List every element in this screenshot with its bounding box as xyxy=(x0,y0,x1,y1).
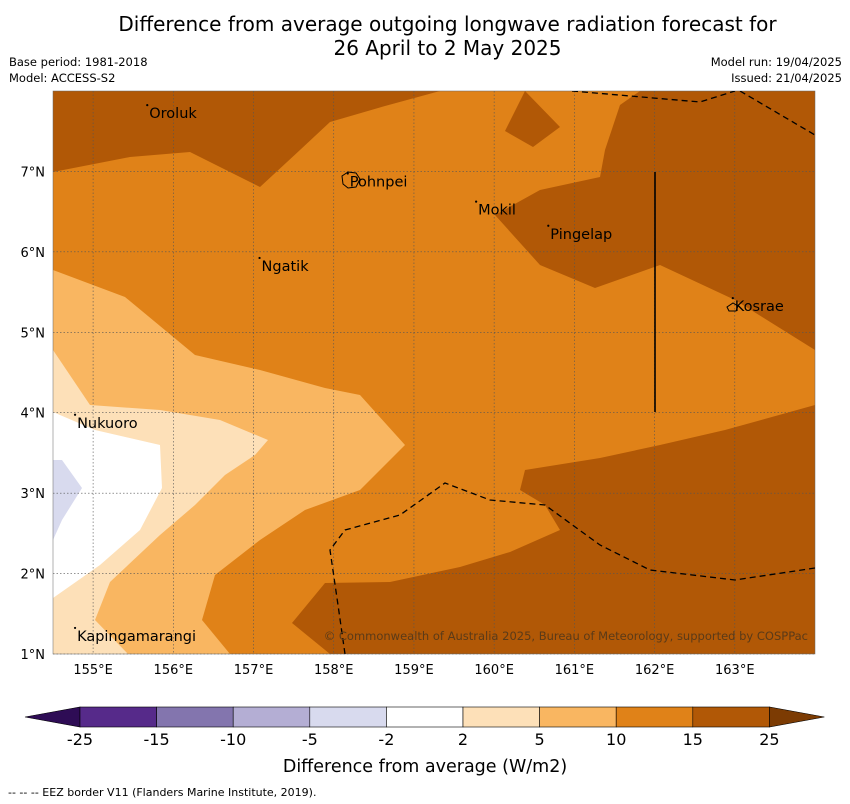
eez-border-north xyxy=(571,91,815,136)
x-tick-label: 159°E xyxy=(394,663,434,678)
colorbar-segment xyxy=(462,706,540,728)
place-marker xyxy=(547,224,550,227)
place-label: Nukuoro xyxy=(77,416,138,432)
colorbar-segment xyxy=(232,706,311,728)
base-period: Base period: 1981-2018 xyxy=(9,55,148,69)
place-marker xyxy=(731,297,734,300)
y-tick-label: 7°N xyxy=(21,165,46,180)
colorbar-tick-label: -25 xyxy=(67,730,93,749)
model-run: Model run: 19/04/2025 xyxy=(710,55,842,69)
colorbar-tick-label: 25 xyxy=(759,730,779,749)
place-marker xyxy=(258,256,261,260)
place-label: Pohnpei xyxy=(350,174,408,190)
x-tick-label: 158°E xyxy=(314,663,354,678)
colorbar-tick-label: -5 xyxy=(302,730,318,749)
colorbar-segment xyxy=(692,706,770,728)
place-marker xyxy=(73,626,77,630)
colorbar-tick-label: 5 xyxy=(535,730,545,749)
anomaly-fields xyxy=(53,91,815,654)
field-north-blob xyxy=(505,91,560,147)
field-negative xyxy=(53,460,82,540)
title-line-2: 26 April to 2 May 2025 xyxy=(333,36,562,60)
place-label: Kapingamarangi xyxy=(77,629,196,645)
field-west-2-5 xyxy=(53,350,268,654)
colorbar-segment xyxy=(539,706,617,728)
x-tick-label: 163°E xyxy=(715,663,755,678)
colorbar-tick-label: 10 xyxy=(606,730,626,749)
field-neutral xyxy=(53,412,162,598)
y-tick-label: 1°N xyxy=(21,648,46,663)
x-tick-label: 155°E xyxy=(73,663,113,678)
y-tick-label: 6°N xyxy=(21,246,46,261)
x-tick-label: 156°E xyxy=(154,663,194,678)
place-label: Mokil xyxy=(478,203,516,219)
colorbar-tick-label: -10 xyxy=(220,730,246,749)
place-label: Oroluk xyxy=(149,106,197,122)
colorbar-tick-label: 15 xyxy=(683,730,703,749)
place-marker xyxy=(73,413,77,416)
eez-border-south xyxy=(329,482,815,654)
colorbar-tick-label: -15 xyxy=(144,730,170,749)
place-marker xyxy=(475,200,478,203)
colorbar-segment xyxy=(386,706,464,728)
x-tick-label: 162°E xyxy=(635,663,675,678)
title-line-1: Difference from average outgoing longwav… xyxy=(118,12,777,36)
map-title: Difference from average outgoing longwav… xyxy=(0,12,850,60)
colorbar-segment xyxy=(309,706,387,728)
x-tick-label: 160°E xyxy=(474,663,514,678)
colorbar-segment xyxy=(79,706,157,728)
colorbar: -25 -15 -10 -5 -2 2 5 10 15 25 xyxy=(24,706,825,749)
eez-border xyxy=(329,91,815,654)
colorbar-extend-high xyxy=(769,706,825,728)
pohnpei-island-outline xyxy=(341,171,361,189)
copyright-notice: © Commonwealth of Australia 2025, Bureau… xyxy=(324,629,808,643)
x-tick-label: 161°E xyxy=(555,663,595,678)
issued-date: Issued: 21/04/2025 xyxy=(731,71,842,85)
place-marker xyxy=(346,172,349,175)
x-tick-label: 157°E xyxy=(234,663,274,678)
field-north-15-25 xyxy=(53,91,815,187)
x-axis-ticks: 155°E 156°E 157°E 158°E 159°E 160°E 161°E 162°E… xyxy=(73,663,754,678)
map-frame xyxy=(52,90,816,655)
place-marker xyxy=(146,104,149,107)
meta-left: Base period: 1981-2018 Model: ACCESS-S2 xyxy=(9,54,148,86)
place-label: Kosrae xyxy=(735,299,784,315)
y-axis-ticks: 1°N 2°N 3°N 4°N 5°N 6°N 7°N xyxy=(21,165,46,663)
colorbar-segment xyxy=(156,706,234,728)
gridlines xyxy=(53,91,815,655)
colorbar-segment xyxy=(615,706,694,728)
colorbar-extend-low xyxy=(24,706,81,728)
meta-right: Model run: 19/04/2025 Issued: 21/04/2025 xyxy=(711,54,842,86)
colorbar-tick-label: 2 xyxy=(458,730,468,749)
y-tick-label: 5°N xyxy=(21,326,46,341)
y-tick-label: 3°N xyxy=(21,487,46,502)
colorbar-tick-label: -2 xyxy=(378,730,394,749)
colorbar-label: Difference from average (W/m2) xyxy=(283,757,567,777)
place-label: Pingelap xyxy=(550,227,612,243)
place-label: Ngatik xyxy=(262,259,310,275)
model-name: Model: ACCESS-S2 xyxy=(9,71,116,85)
eez-footnote: -- -- -- EEZ border V11 (Flanders Marine… xyxy=(8,786,317,799)
field-southeast-15-25 xyxy=(292,405,815,654)
y-tick-label: 4°N xyxy=(21,407,46,422)
place-labels: Oroluk Pohnpei Mokil Pingelap Ngatik Kosrae Nu… xyxy=(73,104,784,645)
kosrae-island-outline xyxy=(726,302,739,312)
y-tick-label: 2°N xyxy=(21,568,46,583)
